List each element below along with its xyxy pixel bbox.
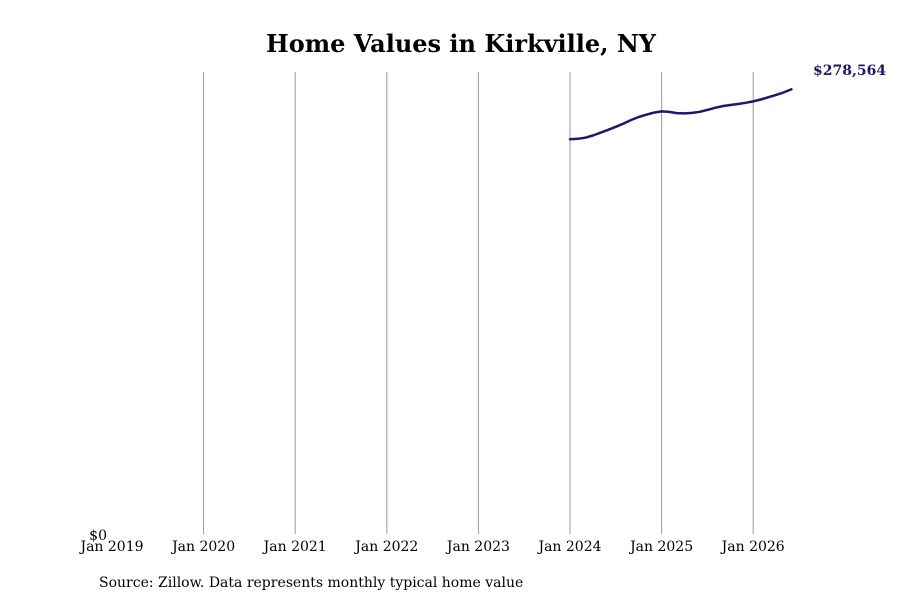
x-tick-label-6: Jan 2025: [628, 539, 693, 555]
home-value-line: [568, 88, 793, 141]
x-tick-label-1: Jan 2020: [170, 539, 235, 555]
x-tick-label-0: Jan 2019: [78, 539, 143, 555]
x-tick-label-7: Jan 2026: [720, 539, 785, 555]
vertical-gridlines: [203, 72, 754, 534]
x-tick-label-4: Jan 2023: [445, 539, 510, 555]
source-note: Source: Zillow. Data represents monthly …: [99, 575, 523, 591]
y-tick-label-0: $0: [89, 528, 107, 544]
latest-value-label: $278,564: [813, 63, 886, 79]
x-tick-label-2: Jan 2021: [262, 539, 327, 555]
x-axis-tick-labels: Jan 2019 Jan 2020 Jan 2021 Jan 2022 Jan 2023…: [78, 539, 784, 555]
x-tick-label-5: Jan 2024: [536, 539, 601, 555]
x-tick-label-3: Jan 2022: [353, 539, 418, 555]
chart-title: Home Values in Kirkville, NY: [266, 29, 657, 58]
